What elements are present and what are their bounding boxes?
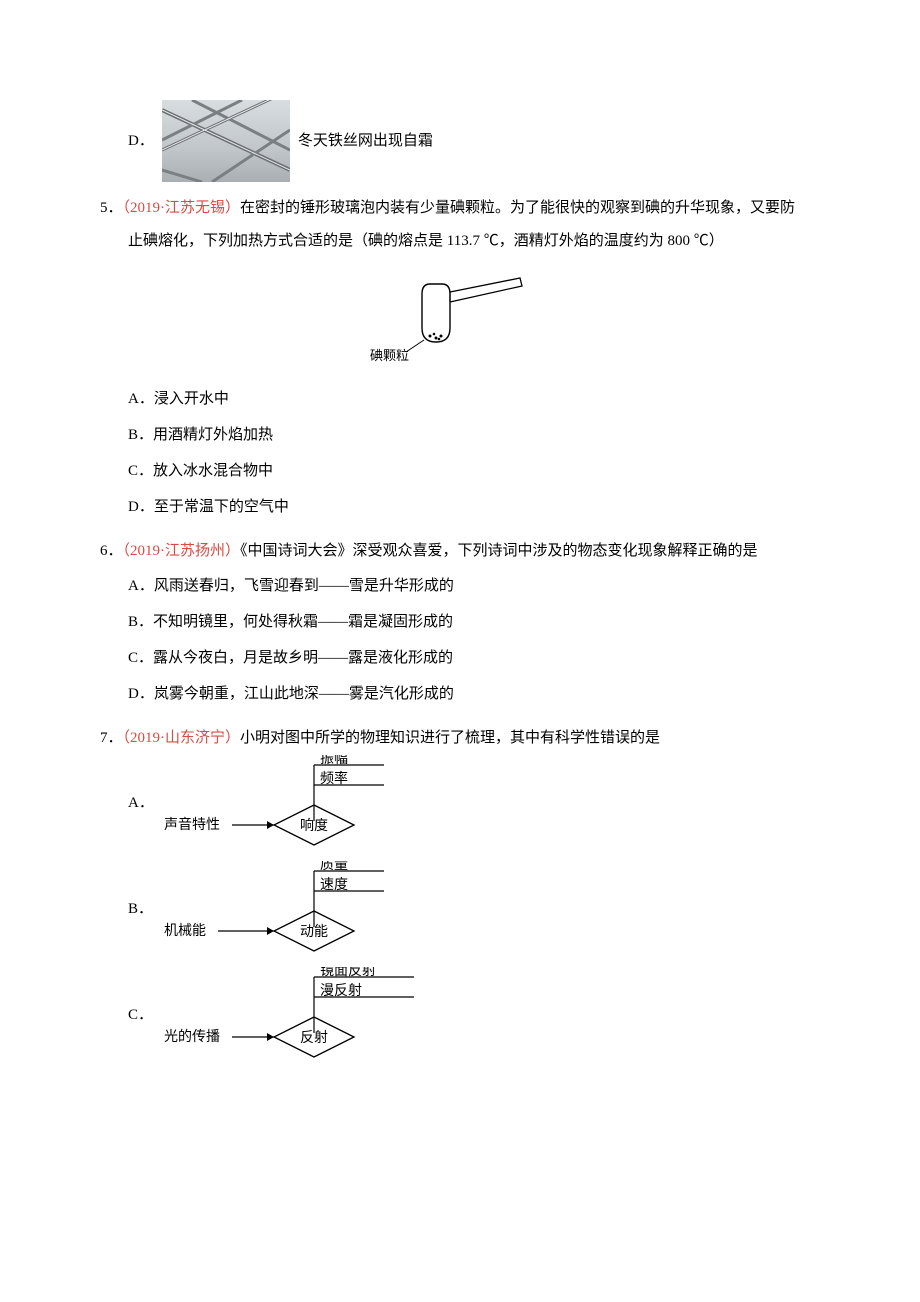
node: 动能 (300, 924, 328, 940)
question-5: 5．（2019·江苏无锡）在密封的锤形玻璃泡内装有少量碘颗粒。为了能很快的观察到… (100, 192, 820, 525)
q7-option-c: C． 镜面反射 漫反射 光的传播 反射 (128, 967, 820, 1063)
q6-option-d: D．岚雾今朝重，江山此地深——雾是汽化形成的 (128, 676, 820, 712)
branch1: 振幅 (320, 755, 348, 767)
question-number: 6． (100, 543, 123, 559)
q4-option-d-text: 冬天铁丝网出现自霜 (298, 125, 433, 158)
root: 声音特性 (164, 816, 220, 833)
root: 机械能 (164, 923, 206, 939)
diagram-light: 镜面反射 漫反射 光的传播 反射 (164, 967, 444, 1063)
question-6: 6．（2019·江苏扬州）《中国诗词大会》深受观众喜爱，下列诗词中涉及的物态变化… (100, 535, 820, 712)
node: 反射 (300, 1030, 328, 1046)
question-number: 7． (100, 730, 123, 746)
node: 响度 (300, 818, 328, 834)
question-stem-line1: 在密封的锤形玻璃泡内装有少量碘颗粒。为了能很快的观察到碘的升华现象，又要防 (240, 200, 795, 216)
branch2: 频率 (320, 770, 348, 787)
q7-option-b: B． 质量 速度 机械能 动能 (128, 861, 820, 957)
frost-fence-image (162, 100, 290, 182)
q5-option-a: A．浸入开水中 (128, 381, 820, 417)
q6-option-a: A．风雨送春归，飞雪迎春到——雪是升华形成的 (128, 568, 820, 604)
branch2: 速度 (320, 877, 348, 893)
root: 光的传播 (164, 1029, 220, 1045)
diagram-sound: 振幅 频率 声音特性 响度 (164, 755, 424, 851)
q5-option-c: C．放入冰水混合物中 (128, 453, 820, 489)
option-letter: D． (128, 125, 154, 158)
branch1: 镜面反射 (320, 967, 376, 979)
q5-option-b: B．用酒精灯外焰加热 (128, 417, 820, 453)
branch1: 质量 (320, 861, 348, 873)
q5-option-d: D．至于常温下的空气中 (128, 489, 820, 525)
question-stem: 小明对图中所学的物理知识进行了梳理，其中有科学性错误的是 (240, 730, 660, 746)
q7-option-a: A． 振幅 频率 声音特性 响度 (128, 755, 820, 851)
diagram-energy: 质量 速度 机械能 动能 (164, 861, 424, 957)
iodine-bulb-figure: 碘颗粒 (100, 266, 820, 377)
q4-option-d: D． 冬天铁丝网出现自霜 (128, 100, 820, 182)
question-stem: 《中国诗词大会》深受观众喜爱，下列诗词中涉及的物态变化现象解释正确的是 (240, 543, 758, 559)
question-source: （2019·山东济宁） (123, 730, 241, 746)
question-stem-line2: 止碘熔化，下列加热方式合适的是（碘的熔点是 113.7 ℃，酒精灯外焰的温度约为… (128, 225, 820, 258)
question-source: （2019·江苏无锡） (123, 200, 241, 216)
branch2: 漫反射 (320, 983, 362, 999)
option-letter: B． (128, 893, 156, 926)
option-letter: A． (128, 787, 156, 820)
q6-option-b: B．不知明镜里，何处得秋霜——霜是凝固形成的 (128, 604, 820, 640)
option-letter: C． (128, 999, 156, 1032)
question-source: （2019·江苏扬州） (123, 543, 241, 559)
question-7: 7．（2019·山东济宁）小明对图中所学的物理知识进行了梳理，其中有科学性错误的… (100, 722, 820, 1063)
figure-label: 碘颗粒 (370, 348, 409, 363)
q6-option-c: C．露从今夜白，月是故乡明——露是液化形成的 (128, 640, 820, 676)
question-number: 5． (100, 200, 123, 216)
